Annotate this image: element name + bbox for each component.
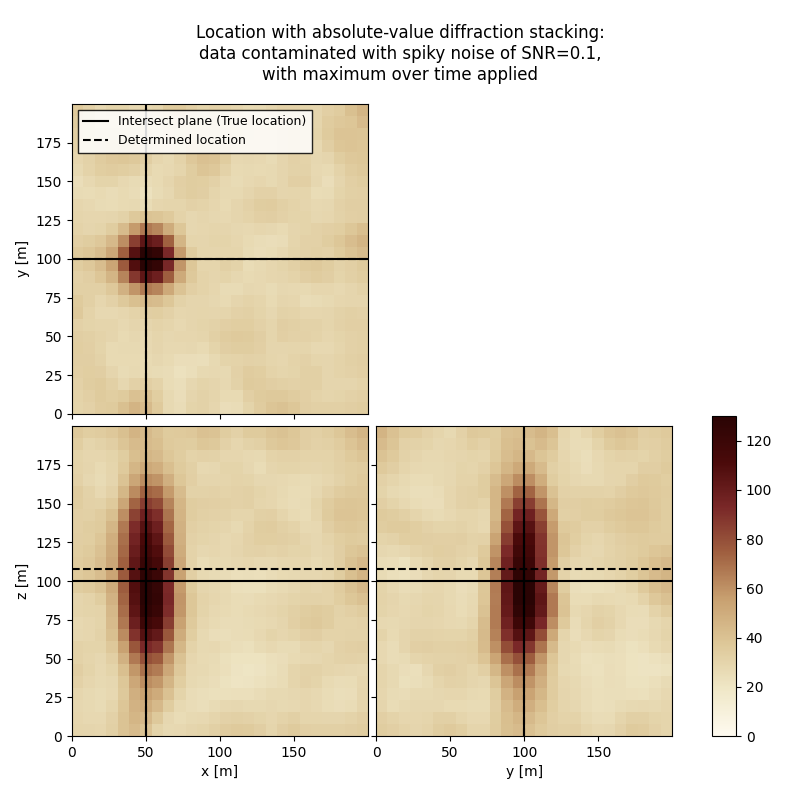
Text: Location with absolute-value diffraction stacking:
data contaminated with spiky : Location with absolute-value diffraction… (195, 24, 605, 84)
Y-axis label: y [m]: y [m] (16, 240, 30, 278)
X-axis label: x [m]: x [m] (202, 766, 238, 779)
Y-axis label: z [m]: z [m] (16, 563, 30, 599)
Legend: Intersect plane (True location), Determined location: Intersect plane (True location), Determi… (78, 110, 311, 153)
X-axis label: y [m]: y [m] (506, 766, 542, 779)
